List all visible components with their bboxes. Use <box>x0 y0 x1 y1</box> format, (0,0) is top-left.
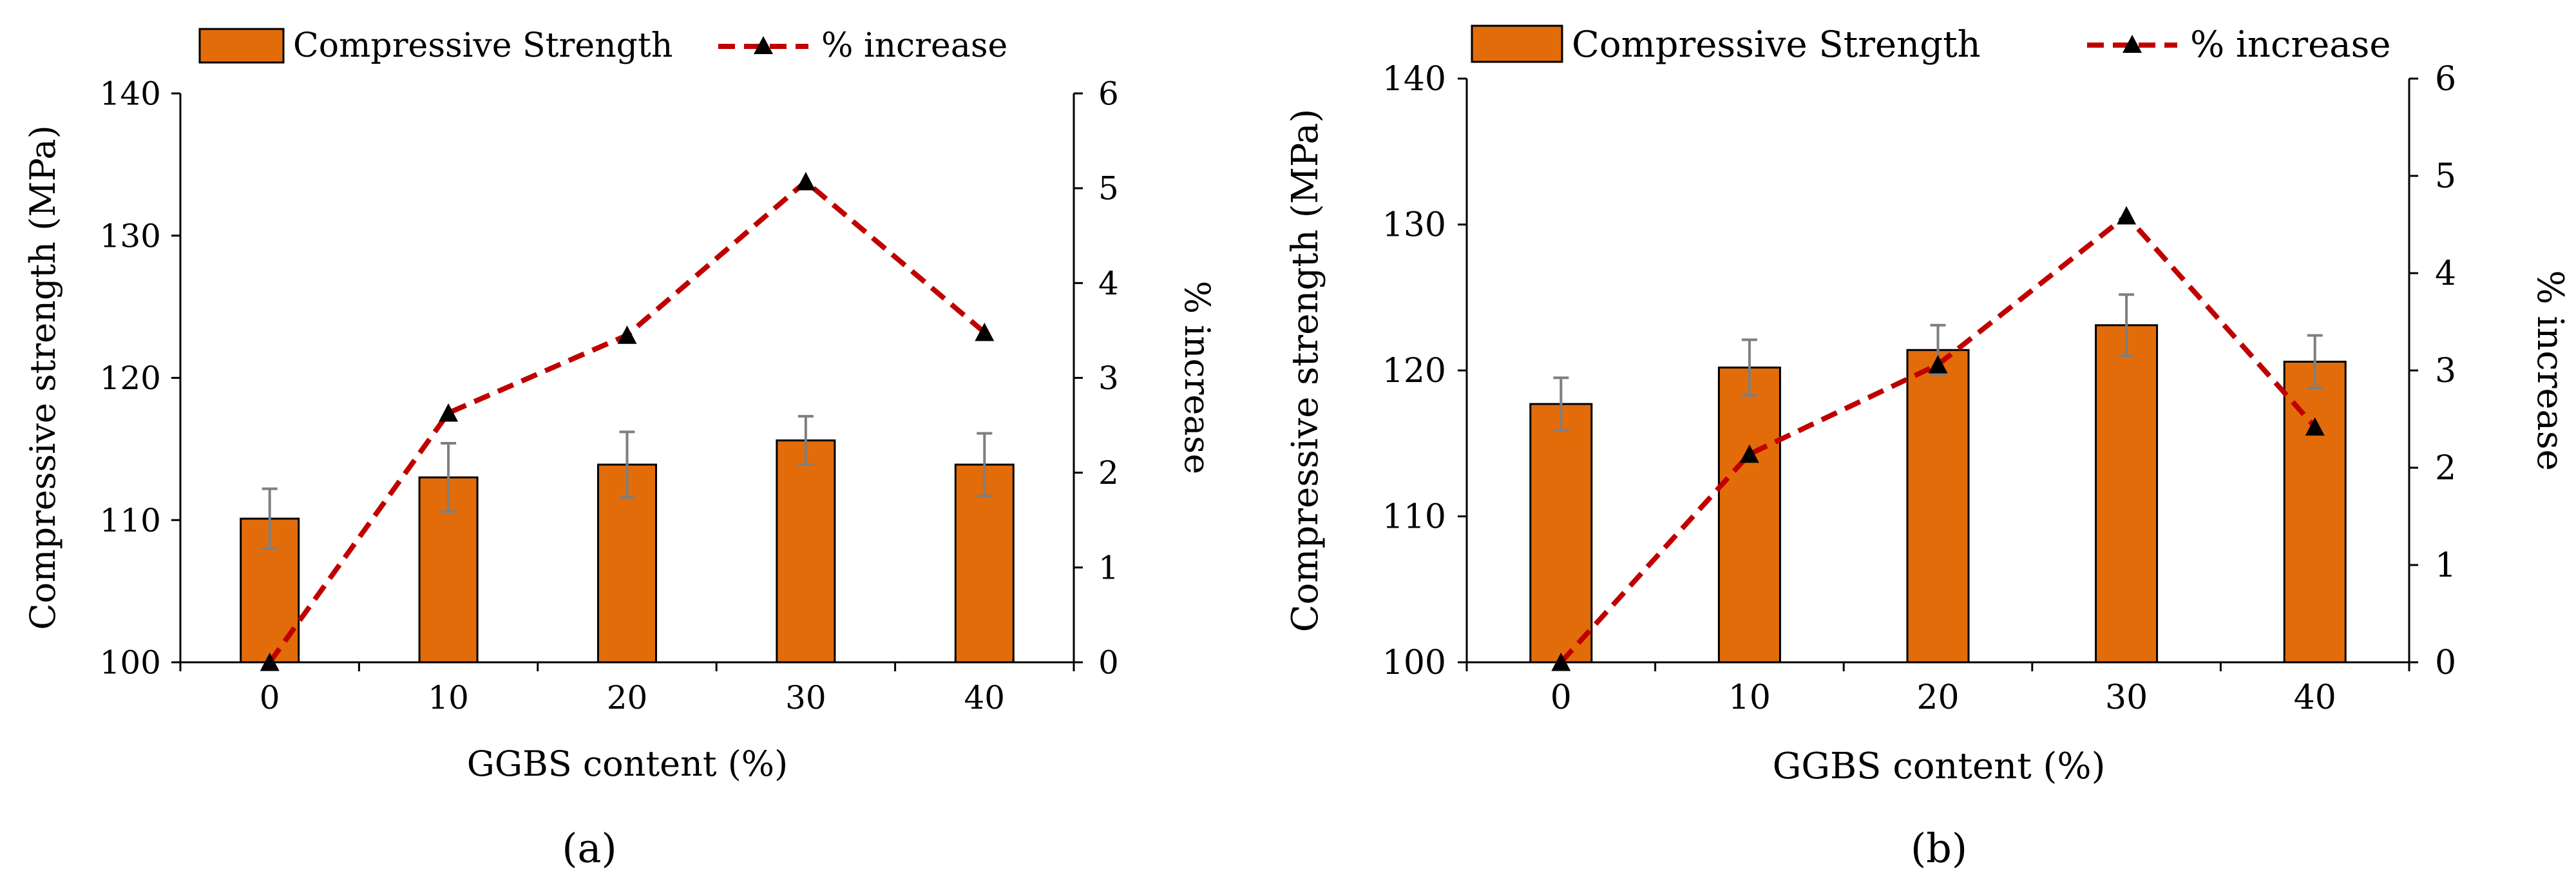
y2-tick-label: 6 <box>2435 60 2456 99</box>
legend-bar-swatch <box>1471 24 1563 63</box>
tick-labels-b: 100 110 120 130 140 0 1 2 3 4 5 6 0 10 20 30 40 <box>1382 60 2456 717</box>
legend-a: Compressive Strength % increase <box>198 26 1007 65</box>
y-tick-label: 130 <box>1382 206 1446 245</box>
y-tick-label: 140 <box>100 75 161 113</box>
legend-line-label: % increase <box>2190 24 2391 66</box>
x-tick-label: 10 <box>428 679 469 716</box>
y-tick-label: 110 <box>1382 498 1446 537</box>
bar <box>776 439 836 664</box>
legend-bar-label: Compressive Strength <box>293 26 673 65</box>
y-tick-label: 130 <box>100 217 161 254</box>
chart-panel-a: Compressive Strength % increase 10011012… <box>23 26 1217 872</box>
bar <box>2095 324 2159 664</box>
y2-tick-label: 0 <box>1098 644 1119 682</box>
y2-tick-label: 5 <box>2435 157 2456 196</box>
y2-tick-label: 3 <box>1098 359 1119 397</box>
plot-content-b <box>1529 206 2347 671</box>
x-axis-label-a: GGBS content (%) <box>467 743 788 784</box>
y2-axis-label-a: % increase <box>1177 281 1217 474</box>
y-tick-label: 120 <box>100 359 161 397</box>
x-tick-label: 20 <box>607 679 648 716</box>
legend-b: Compressive Strength % increase <box>1471 24 2391 66</box>
x-tick-label: 0 <box>260 679 280 716</box>
bar <box>1529 403 1593 664</box>
y2-axis-label-b: % increase <box>2529 270 2571 471</box>
increase-marker <box>439 403 459 422</box>
bar <box>1906 349 1970 664</box>
y-axis-label-b: Compressive strength (MPa) <box>1284 109 1326 632</box>
panel-label-b: (b) <box>1911 825 1967 872</box>
x-tick-label: 30 <box>2105 678 2148 717</box>
y2-tick-label: 2 <box>2435 449 2456 488</box>
legend-triangle-marker <box>754 36 773 54</box>
y-axis-label-a: Compressive strength (MPa) <box>23 125 63 629</box>
x-tick-label: 0 <box>1550 678 1572 717</box>
y2-tick-label: 4 <box>2435 254 2456 293</box>
increase-marker <box>2117 206 2137 225</box>
y2-tick-label: 5 <box>1098 170 1119 207</box>
plot-content-a <box>240 171 1015 671</box>
legend-triangle-marker <box>2123 35 2142 53</box>
x-tick-label: 10 <box>1728 678 1771 717</box>
x-tick-label: 30 <box>785 679 826 716</box>
x-tick-label: 40 <box>2294 678 2336 717</box>
increase-marker <box>1928 354 1948 374</box>
bar <box>2283 360 2347 664</box>
legend-bar-swatch <box>198 28 285 64</box>
tick-labels-a: 100 110 120 130 140 0 1 2 3 4 5 6 0 10 20 30 40 <box>100 75 1119 717</box>
y2-tick-label: 1 <box>2435 546 2456 585</box>
panel-label-a: (a) <box>562 825 616 872</box>
y2-tick-label: 1 <box>1098 549 1119 586</box>
y-tick-label: 100 <box>100 644 161 682</box>
increase-marker <box>1739 444 1759 463</box>
y2-tick-label: 3 <box>2435 352 2456 390</box>
legend-bar-label: Compressive Strength <box>1572 24 1981 66</box>
increase-marker <box>796 171 816 191</box>
y-tick-label: 100 <box>1382 644 1446 682</box>
bar <box>1717 366 1781 664</box>
y2-tick-label: 6 <box>1098 75 1119 113</box>
y-tick-label: 140 <box>1382 60 1446 99</box>
y2-tick-label: 0 <box>2435 644 2456 682</box>
y2-tick-label: 4 <box>1098 265 1119 302</box>
chart-panel-b: Compressive Strength % increase 10011012… <box>1284 24 2571 872</box>
increase-marker <box>975 322 995 341</box>
y-tick-label: 120 <box>1382 352 1446 390</box>
y-tick-label: 110 <box>100 502 161 539</box>
y2-tick-label: 2 <box>1098 454 1119 492</box>
increase-marker <box>2305 417 2325 436</box>
x-tick-label: 40 <box>964 679 1005 716</box>
increase-marker <box>617 325 637 344</box>
increase-line <box>1559 213 2317 664</box>
legend-line-label: % increase <box>821 26 1007 65</box>
x-axis-label-b: GGBS content (%) <box>1773 745 2106 787</box>
x-tick-label: 20 <box>1916 678 1959 717</box>
